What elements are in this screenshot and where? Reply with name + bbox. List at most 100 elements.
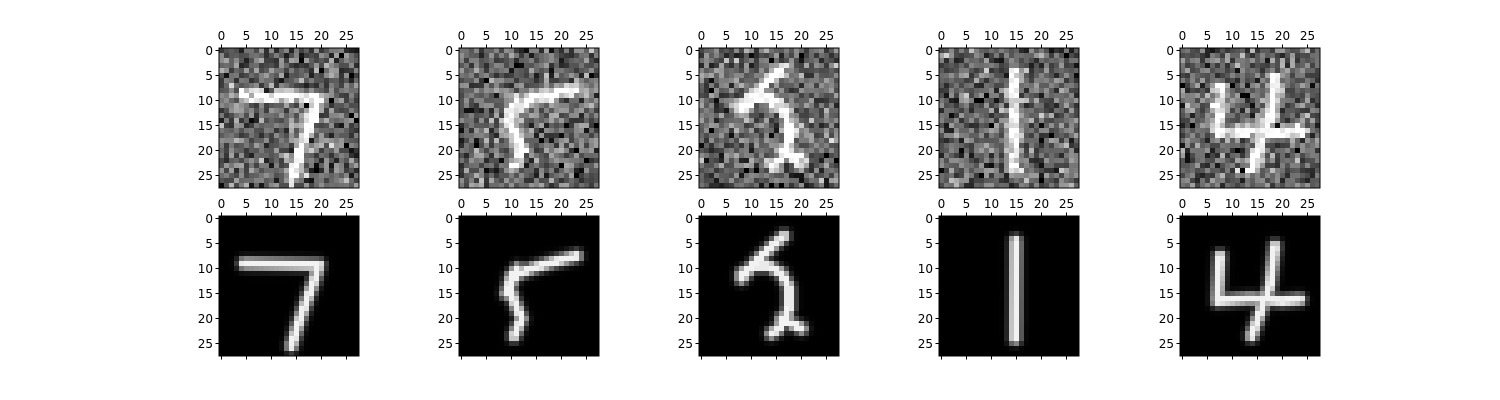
pixel bbox=[319, 153, 325, 159]
pixel bbox=[704, 296, 710, 302]
pixel bbox=[349, 178, 355, 184]
pixel bbox=[489, 241, 495, 247]
pixel bbox=[229, 311, 235, 317]
pixel bbox=[279, 291, 285, 297]
pixel bbox=[494, 221, 500, 227]
pixel bbox=[809, 158, 815, 164]
pixel bbox=[804, 128, 810, 134]
pixel bbox=[704, 256, 710, 262]
pixel bbox=[714, 261, 720, 267]
pixel bbox=[554, 68, 560, 74]
pixel bbox=[349, 276, 355, 282]
pixel bbox=[734, 281, 740, 287]
pixel bbox=[569, 148, 575, 154]
pixel bbox=[834, 216, 840, 222]
y-tick-label: 0 bbox=[205, 44, 213, 58]
pixel bbox=[519, 321, 525, 327]
pixel bbox=[499, 128, 505, 134]
pixel bbox=[264, 301, 270, 307]
pixel bbox=[279, 341, 285, 347]
pixel bbox=[474, 221, 480, 227]
pixel bbox=[764, 281, 770, 287]
pixel bbox=[704, 316, 710, 322]
pixel bbox=[319, 346, 325, 352]
pixel bbox=[524, 68, 530, 74]
pixel bbox=[579, 78, 585, 84]
pixel bbox=[534, 153, 540, 159]
pixel bbox=[759, 246, 765, 252]
pixel bbox=[539, 163, 545, 169]
pixel bbox=[534, 143, 540, 149]
pixel bbox=[294, 153, 300, 159]
pixel bbox=[814, 113, 820, 119]
pixel bbox=[314, 276, 320, 282]
pixel bbox=[324, 316, 330, 322]
pixel bbox=[469, 311, 475, 317]
pixel bbox=[259, 316, 265, 322]
pixel bbox=[514, 346, 520, 352]
pixel bbox=[959, 63, 965, 69]
pixel bbox=[509, 168, 515, 174]
pixel bbox=[324, 291, 330, 297]
pixel bbox=[699, 266, 705, 272]
pixel bbox=[224, 148, 230, 154]
y-tick-label: 0 bbox=[205, 212, 213, 226]
pixel bbox=[344, 351, 350, 357]
pixel bbox=[744, 336, 750, 342]
pixel bbox=[489, 68, 495, 74]
pixel bbox=[774, 123, 780, 129]
pixel bbox=[584, 266, 590, 272]
pixel bbox=[499, 183, 505, 189]
pixel bbox=[834, 98, 840, 104]
pixel bbox=[749, 173, 755, 179]
pixel bbox=[324, 276, 330, 282]
pixel bbox=[789, 98, 795, 104]
pixel bbox=[289, 93, 295, 99]
pixel bbox=[279, 88, 285, 94]
pixel bbox=[244, 306, 250, 312]
pixel bbox=[324, 113, 330, 119]
pixel bbox=[584, 178, 590, 184]
pixel bbox=[829, 281, 835, 287]
pixel bbox=[294, 226, 300, 232]
pixel bbox=[279, 346, 285, 352]
pixel bbox=[749, 266, 755, 272]
pixel bbox=[834, 173, 840, 179]
pixel bbox=[489, 168, 495, 174]
pixel bbox=[714, 163, 720, 169]
pixel bbox=[709, 351, 715, 357]
pixel bbox=[819, 261, 825, 267]
pixel bbox=[494, 316, 500, 322]
pixel bbox=[594, 93, 600, 99]
pixel bbox=[239, 113, 245, 119]
pixel bbox=[489, 78, 495, 84]
pixel bbox=[249, 346, 255, 352]
pixel bbox=[799, 93, 805, 99]
pixel bbox=[299, 158, 305, 164]
pixel bbox=[719, 216, 725, 222]
y-tick-label: 25 bbox=[678, 169, 693, 183]
pixel bbox=[339, 163, 345, 169]
pixel bbox=[824, 48, 830, 54]
pixel bbox=[554, 216, 560, 222]
pixel bbox=[279, 178, 285, 184]
pixel bbox=[819, 336, 825, 342]
pixel bbox=[259, 301, 265, 307]
pixel bbox=[554, 306, 560, 312]
pixel bbox=[299, 118, 305, 124]
pixel bbox=[719, 153, 725, 159]
pixel bbox=[824, 148, 830, 154]
pixel bbox=[784, 183, 790, 189]
pixel bbox=[749, 168, 755, 174]
pixel bbox=[774, 221, 780, 227]
pixel bbox=[309, 88, 315, 94]
pixel bbox=[529, 88, 535, 94]
pixel bbox=[524, 158, 530, 164]
pixel bbox=[744, 301, 750, 307]
x-tick-label: 10 bbox=[744, 29, 759, 43]
pixel bbox=[549, 83, 555, 89]
pixel bbox=[764, 58, 770, 64]
pixel bbox=[349, 123, 355, 129]
pixel bbox=[819, 133, 825, 139]
